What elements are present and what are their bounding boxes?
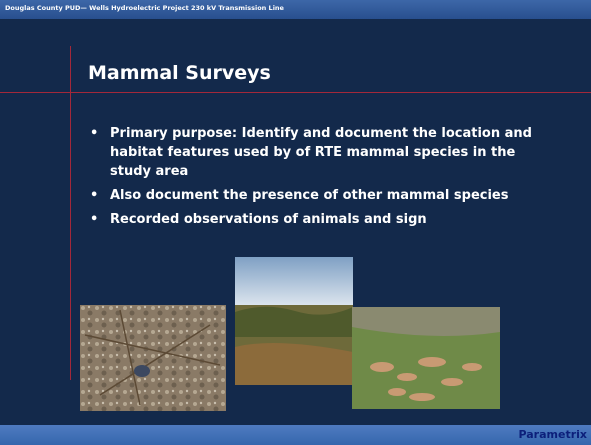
divider xyxy=(0,92,591,93)
footer-bar: Parametrix xyxy=(0,425,591,445)
header-text: Douglas County PUD— Wells Hydroelectric … xyxy=(5,4,284,12)
photo-rocks xyxy=(352,307,500,409)
photo-shrubland xyxy=(235,257,353,385)
bullet: Also document the presence of other mamm… xyxy=(90,186,560,205)
bullet-list: Primary purpose: Identify and document t… xyxy=(90,124,560,234)
photo-gravel xyxy=(80,305,226,411)
bullet: Recorded observations of animals and sig… xyxy=(90,210,560,229)
bullet: Primary purpose: Identify and document t… xyxy=(90,124,560,181)
header-bar: Douglas County PUD— Wells Hydroelectric … xyxy=(0,0,591,19)
footer-logo: Parametrix xyxy=(518,428,587,441)
divider xyxy=(70,46,71,380)
slide-title: Mammal Surveys xyxy=(88,62,271,84)
